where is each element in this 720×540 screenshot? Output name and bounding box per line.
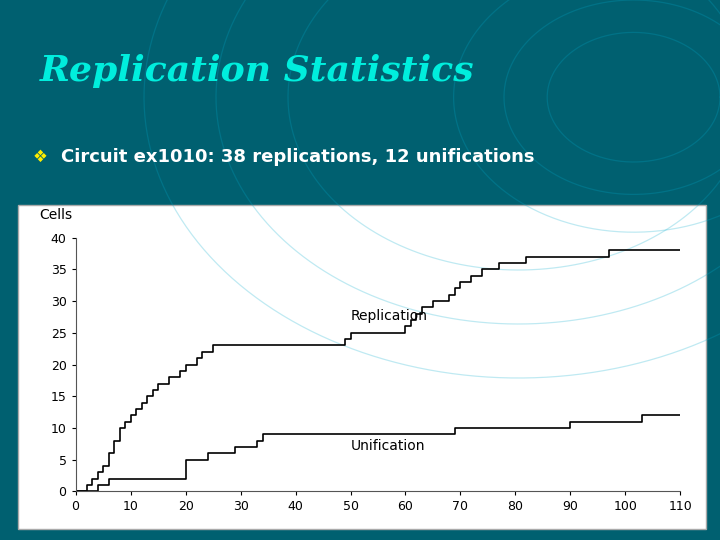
Bar [18,205,706,529]
Text: Circuit ex1010: 38 replications, 12 unifications: Circuit ex1010: 38 replications, 12 unif… [61,147,535,166]
Text: ❖: ❖ [32,147,48,166]
Text: Cells: Cells [40,208,73,222]
Text: Unification: Unification [351,439,425,453]
Text: Replication Statistics: Replication Statistics [40,54,474,88]
Text: Replication: Replication [351,309,428,323]
